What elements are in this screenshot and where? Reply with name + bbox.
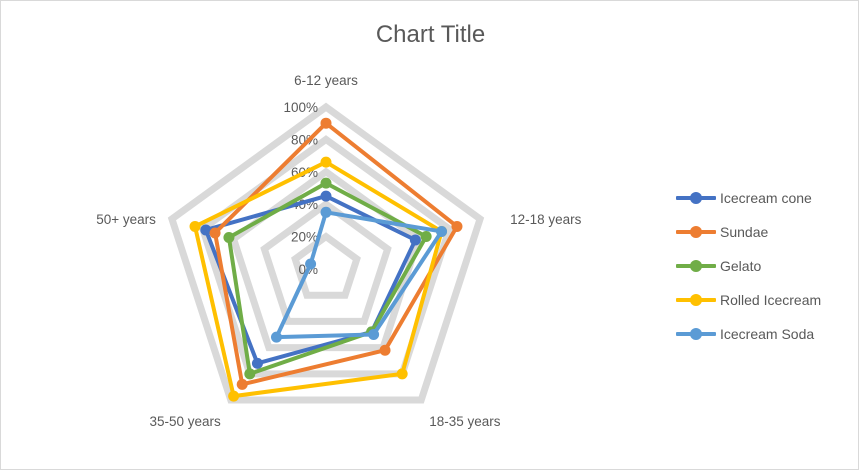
series-2-point [244, 368, 256, 380]
category-label: 50+ years [96, 212, 156, 227]
legend-item: Gelato [676, 249, 856, 283]
legend-swatch [676, 292, 716, 308]
series-4-point [320, 206, 332, 218]
legend-swatch [676, 224, 716, 240]
legend-swatch [676, 326, 716, 342]
series-line-1 [213, 121, 459, 387]
legend-swatch [676, 258, 716, 274]
legend-item: Icecream cone [676, 181, 856, 215]
radial-tick-label: 20% [291, 230, 318, 245]
category-label: 12-18 years [510, 212, 582, 227]
series-2-point [420, 230, 432, 242]
series-1-point [320, 117, 332, 129]
category-label: 35-50 years [149, 414, 221, 429]
legend-item: Rolled Icecream [676, 283, 856, 317]
legend-item: Sundae [676, 215, 856, 249]
series-4-point [270, 331, 282, 343]
legend-label: Icecream Soda [720, 326, 815, 342]
chart-title: Chart Title [375, 21, 486, 48]
series-line-3 [193, 160, 444, 399]
series-4-point [436, 225, 448, 237]
radial-tick-label: 100% [283, 100, 318, 115]
series-1-point [451, 220, 463, 232]
category-label: 6-12 years [294, 73, 358, 88]
chart-legend: Icecream cone Sundae Gelato Rolled Icecream… [676, 181, 856, 351]
category-label: 18-35 years [429, 414, 501, 429]
series-2-point [320, 177, 332, 189]
legend-label: Sundae [720, 224, 769, 240]
series-1-point [236, 378, 248, 390]
series-line-4 [274, 210, 444, 340]
gridline-2 [260, 199, 392, 325]
legend-label: Rolled Icecream [720, 292, 822, 308]
legend-label: Gelato [720, 258, 762, 274]
gridline-1 [291, 232, 361, 299]
gridline-5 [167, 102, 485, 404]
series-0-point [251, 357, 263, 369]
series-2-point [223, 231, 235, 243]
series-4-point [305, 258, 317, 270]
legend-swatch [676, 190, 716, 206]
series-3-point [396, 368, 408, 380]
legend-item: Icecream Soda [676, 317, 856, 351]
series-0-point [409, 234, 421, 246]
legend-label: Icecream cone [720, 190, 812, 206]
series-1-point [209, 227, 221, 239]
series-3-point [228, 390, 240, 402]
series-4-point [368, 329, 380, 341]
series-1-point [379, 344, 391, 356]
series-0-point [320, 190, 332, 202]
series-0-point [200, 224, 212, 236]
series-3-point [189, 220, 201, 232]
series-3-point [320, 156, 332, 168]
